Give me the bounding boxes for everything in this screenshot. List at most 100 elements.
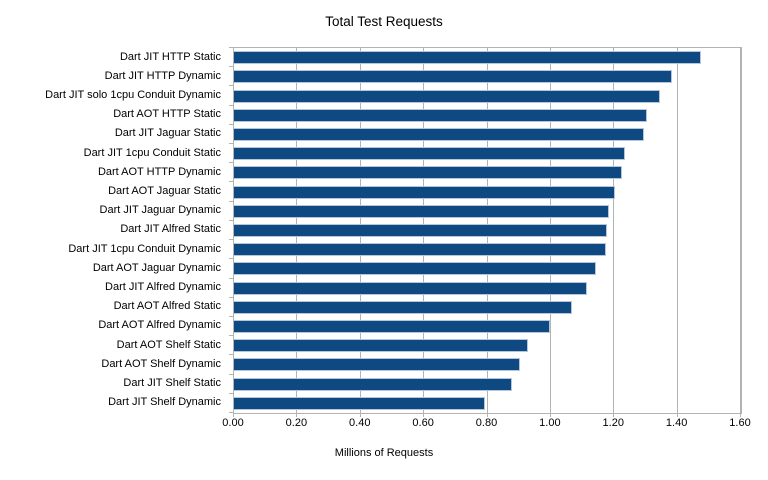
category-axis-tick: [229, 47, 233, 48]
bar: [234, 262, 597, 276]
category-axis-tick: [229, 412, 233, 413]
category-label: Dart JIT 1cpu Conduit Static: [83, 146, 221, 159]
category-axis-tick: [229, 124, 233, 125]
x-axis-tick: [549, 413, 551, 417]
bar: [234, 147, 625, 161]
bar: [234, 223, 608, 237]
category-label: Dart JIT HTTP Dynamic: [104, 69, 221, 82]
x-axis-tick: [740, 413, 741, 417]
bar: [234, 358, 521, 372]
bar-row: [234, 86, 741, 105]
bar-rows: [234, 48, 741, 413]
bar-row: [234, 125, 741, 144]
category-axis-tick: [229, 316, 233, 317]
bar: [234, 243, 606, 257]
x-tick-label: 1.20: [602, 417, 624, 429]
category-label: Dart AOT Shelf Static: [116, 338, 221, 351]
category-label: Dart JIT solo 1cpu Conduit Dynamic: [45, 89, 221, 101]
bar: [234, 300, 573, 314]
category-label: Dart AOT Jaguar Static: [108, 185, 221, 198]
x-axis-tick: [296, 413, 298, 417]
category-label: Dart JIT Alfred Dynamic: [105, 281, 221, 294]
x-tick-label: 1.60: [729, 417, 751, 429]
bar: [234, 396, 486, 410]
bar-row: [234, 240, 741, 259]
gridline: [613, 48, 615, 413]
bar-row: [234, 259, 741, 278]
bar-row: [234, 67, 741, 86]
x-tick-label: 0.20: [285, 417, 308, 429]
bar-row: [234, 336, 741, 355]
bar: [234, 108, 647, 122]
bar-row: [234, 317, 741, 336]
bar: [234, 281, 587, 295]
bar-row: [234, 163, 741, 182]
category-axis-tick: [229, 201, 233, 202]
bar: [234, 377, 513, 391]
bar-row: [234, 278, 741, 297]
category-label: Dart JIT Jaguar Static: [114, 127, 221, 140]
category-axis-tick: [229, 162, 233, 163]
bar-row: [234, 202, 741, 221]
x-axis-tick: [423, 413, 425, 417]
category-axis-tick: [229, 335, 233, 336]
x-axis-tick: [486, 413, 488, 417]
bar-row: [234, 144, 741, 163]
category-label: Dart JIT Alfred Static: [120, 223, 221, 236]
bar: [234, 70, 673, 84]
bar: [234, 51, 701, 65]
bar-row: [234, 182, 741, 201]
bar-row: [234, 298, 741, 317]
category-label: Dart JIT HTTP Static: [119, 50, 221, 63]
x-tick-label: 0.80: [475, 417, 498, 429]
bar-row: [234, 374, 741, 393]
x-tick-label: 0.00: [222, 417, 244, 429]
category-axis-tick: [229, 297, 233, 298]
plot-area: [233, 47, 742, 414]
bar-row: [234, 106, 741, 125]
category-label: Dart AOT Alfred Dynamic: [98, 319, 221, 332]
bar-row: [234, 221, 741, 240]
bar: [234, 204, 609, 218]
bar: [234, 89, 660, 103]
category-axis-tick: [229, 220, 233, 221]
gridline: [740, 48, 741, 413]
gridline: [676, 48, 678, 413]
category-axis-tick: [229, 258, 233, 259]
category-label: Dart JIT Shelf Static: [123, 377, 221, 390]
bar: [234, 166, 622, 180]
bar: [234, 319, 551, 333]
category-axis-tick: [229, 278, 233, 279]
category-label: Dart AOT HTTP Dynamic: [97, 165, 221, 178]
bar-row: [234, 394, 741, 413]
category-axis-tick: [229, 181, 233, 182]
category-axis-tick: [229, 85, 233, 86]
x-tick-label: 1.00: [539, 417, 561, 429]
bar-row: [234, 48, 741, 67]
category-axis-tick: [229, 143, 233, 144]
category-axis-tick: [229, 66, 233, 67]
bar: [234, 185, 616, 199]
x-axis-tick: [359, 413, 361, 417]
category-axis-tick: [229, 374, 233, 375]
category-label: Dart JIT Shelf Dynamic: [108, 396, 221, 409]
x-axis-tick: [613, 413, 615, 417]
category-axis-labels: Dart JIT HTTP Static Dart JIT HTTP Dynami…: [0, 47, 227, 412]
category-axis-tick: [229, 393, 233, 394]
bar: [234, 339, 529, 353]
category-label: Dart AOT Alfred Static: [113, 300, 221, 313]
x-axis-tick: [233, 413, 234, 417]
category-label: Dart AOT Shelf Dynamic: [101, 357, 221, 370]
x-tick-label: 1.40: [665, 417, 688, 429]
x-tick-label: 0.60: [412, 417, 434, 429]
category-label: Dart AOT HTTP Static: [113, 108, 221, 121]
x-axis-title: Millions of Requests: [334, 447, 434, 459]
x-axis-tick: [676, 413, 678, 417]
category-axis-tick: [229, 354, 233, 355]
category-axis-tick: [229, 105, 233, 106]
x-tick-label: 0.40: [349, 417, 371, 429]
category-axis-tick: [229, 239, 233, 240]
bar: [234, 127, 644, 141]
category-label: Dart JIT Jaguar Dynamic: [99, 204, 221, 217]
